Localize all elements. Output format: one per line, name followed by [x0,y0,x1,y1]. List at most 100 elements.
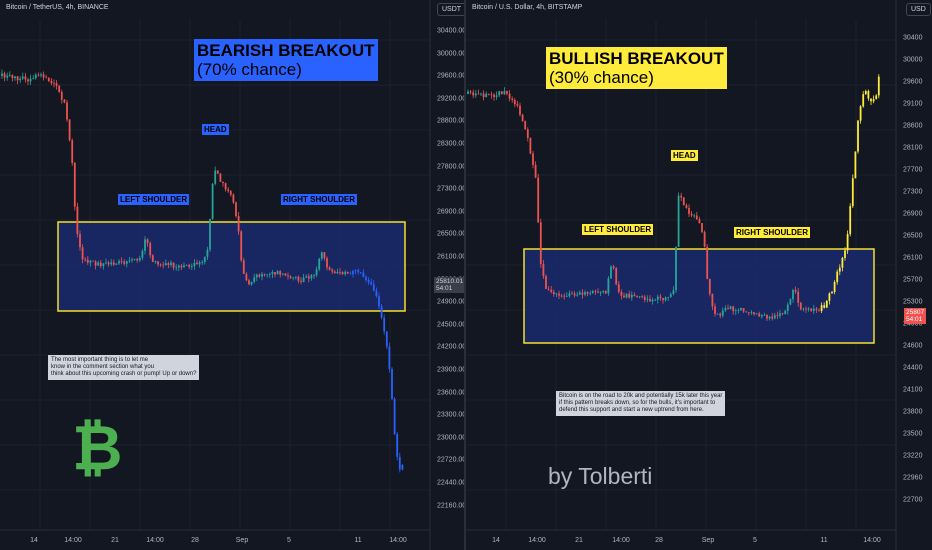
candle-body [716,313,719,315]
y-tick-label: 22700 [903,496,923,504]
bearish-title-box[interactable]: BEARISH BREAKOUT (70% chance) [194,39,378,81]
candle-body [393,398,396,435]
left-right-shoulder-label[interactable]: RIGHT SHOULDER [281,194,357,205]
y-tick-label: 23500 [903,430,923,438]
left-chart-panel[interactable]: Bitcoin / TetherUS, 4h, BINANCE USDT 304… [0,0,467,550]
bullish-title: BULLISH BREAKOUT [549,49,724,68]
right-chart-canvas[interactable] [466,0,932,550]
candle-body [784,310,787,315]
candle-body [773,315,776,319]
candle-body [211,183,214,219]
right-comment-note[interactable]: Bitcoin is on the road to 20k and potent… [556,391,726,416]
candle-body [734,310,737,312]
candle-body [159,264,162,266]
candle-body [344,271,347,275]
candle-body [870,98,872,102]
candle-body [633,294,636,297]
candle-body [604,290,607,294]
candle-body [11,74,14,79]
y-tick-label: 22440.00 [437,479,467,487]
candle-body [6,75,9,78]
candle-body [201,262,204,263]
candle-body [1,73,3,76]
left-head-label[interactable]: HEAD [202,124,229,135]
candle-body [336,271,339,274]
candle-body [758,313,761,317]
y-tick-label: 28800.00 [437,117,467,125]
candle-body [63,99,66,103]
candle-body [467,91,469,94]
candle-body [498,91,501,96]
candle-body [320,252,323,259]
candle-body [237,216,240,232]
candle-body [27,79,29,82]
candle-body [630,294,633,298]
candle-body [99,262,102,267]
bullish-title-box[interactable]: BULLISH BREAKOUT (30% chance) [546,47,727,89]
candle-body [844,250,846,258]
candle-body [571,293,573,295]
candle-body [151,255,154,262]
bearish-title: BEARISH BREAKOUT [197,41,375,60]
candle-body [154,261,157,263]
candle-body [550,289,553,293]
candle-body [503,90,506,95]
right-head-label[interactable]: HEAD [671,150,698,161]
left-chart-canvas[interactable] [0,0,464,550]
candle-body [643,296,646,300]
candle-body [745,311,748,313]
candle-body [589,293,592,295]
candle-body [664,297,667,301]
y-tick-label: 30400.00 [437,27,467,35]
right-left-shoulder-label[interactable]: LEFT SHOULDER [582,224,654,235]
candle-body [292,277,295,279]
left-comment-note[interactable]: The most important thing is to let me kn… [48,355,200,380]
y-tick-label: 24400 [903,364,923,372]
candle-body [240,231,243,261]
candle-body [170,262,172,266]
x-tick-label: 11 [820,537,828,544]
y-tick-label: 26100.00 [437,253,467,261]
candle-body [276,271,279,275]
y-tick-label: 23300.00 [437,411,467,419]
candle-body [326,258,328,268]
candle-body [534,164,537,178]
right-chart-panel[interactable]: Bitcoin / U.S. Dollar, 4h, BITSTAMP USD … [466,0,932,550]
candle-body [786,304,789,311]
candle-body [708,278,711,294]
candle-body [615,268,618,285]
right-right-shoulder-label[interactable]: RIGHT SHOULDER [734,227,810,238]
candle-body [474,93,477,96]
candle-body [623,295,625,298]
candle-body [695,215,698,220]
candle-body [721,310,724,316]
candle-body [341,272,344,275]
candle-body [480,93,482,95]
y-tick-label: 24500.00 [437,321,467,329]
candle-body [263,274,266,275]
x-tick-label: 21 [575,537,583,544]
candle-body [141,250,144,258]
candle-body [565,296,568,297]
candle-body [854,151,857,179]
left-currency-button[interactable]: USDT [437,3,467,16]
candle-body [833,282,836,292]
left-left-shoulder-label[interactable]: LEFT SHOULDER [118,194,190,205]
y-tick-label: 25300 [903,298,923,306]
candle-body [50,81,53,84]
candle-body [279,271,282,275]
candle-body [310,275,313,279]
x-tick-label: 11 [354,537,362,544]
candle-body [138,257,141,261]
y-tick-label: 24200.00 [437,343,467,351]
y-tick-label: 26900 [903,210,923,218]
candle-body [872,99,875,102]
candle-body [677,195,680,247]
panel-divider[interactable] [464,0,466,550]
candle-body [573,293,576,296]
right-currency-button[interactable]: USD [906,3,931,16]
candle-body [526,129,529,138]
left-note-line-3: think about this upcoming crash or pump!… [51,371,197,377]
candle-body [162,264,165,266]
candle-body [115,263,118,265]
